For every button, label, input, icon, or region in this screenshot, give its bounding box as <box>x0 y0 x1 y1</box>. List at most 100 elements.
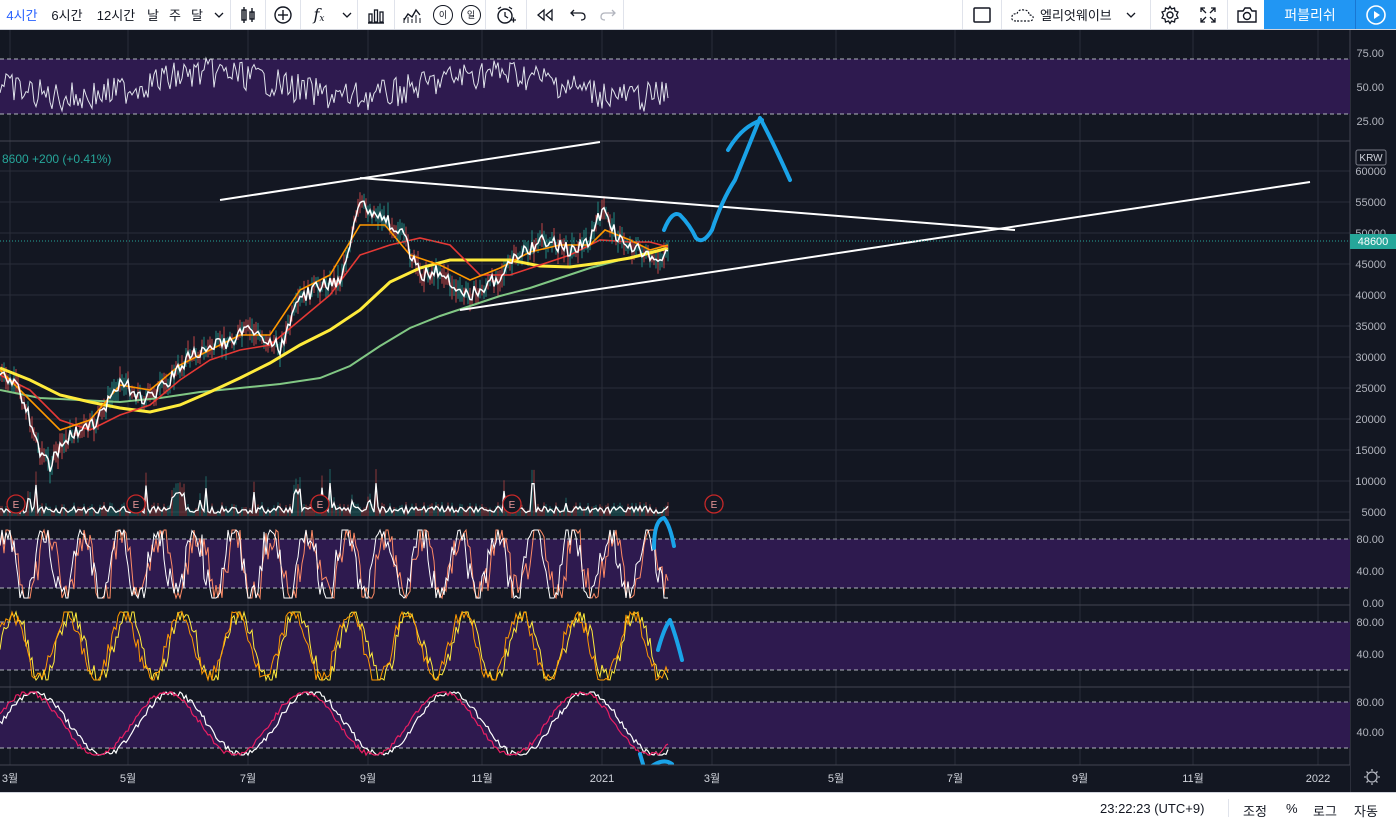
auto-toggle[interactable]: 자동 <box>1354 804 1378 819</box>
toolbar-divider <box>962 0 963 29</box>
chevron-down-icon[interactable] <box>208 0 230 29</box>
adjust-toggle[interactable]: 조정 <box>1243 804 1267 819</box>
add-circle-icon[interactable] <box>266 0 300 29</box>
timeframe-day[interactable]: 날 <box>147 8 159 23</box>
drawn-mark-stoch2 <box>656 618 684 662</box>
price-axis-label: 5000 <box>1362 507 1386 519</box>
price-axis-label: 20000 <box>1355 414 1386 426</box>
rsi-axis-label: 50.00 <box>1356 82 1384 94</box>
earnings-marker[interactable] <box>704 494 724 514</box>
stoch3-d-line <box>0 691 669 757</box>
price-axis-label: 35000 <box>1355 321 1386 333</box>
price-axis-label: 60000 <box>1355 166 1386 178</box>
toolbar-divider <box>394 0 395 29</box>
trendline-support[interactable] <box>459 181 1311 311</box>
time-axis-label: 9월 <box>1072 772 1088 785</box>
stoch2-axis-label: 80.00 <box>1356 617 1384 629</box>
panel-separators <box>0 30 1351 792</box>
time-axis-label: 2021 <box>590 773 614 785</box>
stoch2-d-line <box>0 610 669 682</box>
ma-orange-line <box>0 224 669 431</box>
toolbar-divider <box>623 0 624 29</box>
currency-button-a[interactable]: 이 <box>429 0 457 29</box>
timeframe-4h[interactable]: 4시간 <box>6 8 38 23</box>
drawn-mark-stoch1 <box>652 516 676 550</box>
earnings-marker[interactable] <box>502 494 522 514</box>
replay-icon[interactable] <box>527 0 563 29</box>
timeframe-week[interactable]: 주 <box>169 8 181 23</box>
volume-ma-line <box>0 483 669 515</box>
bottom-bar: 23:22:23 (UTC+9) 조정 % 로그 자동 <box>0 792 1396 823</box>
price-axis-label: 40000 <box>1355 290 1386 302</box>
rsi-axis-label: 75.00 <box>1356 48 1384 60</box>
toolbar-divider <box>300 0 301 29</box>
stoch3-axis-label: 40.00 <box>1356 727 1384 739</box>
chart-area[interactable]: E E E E E 8600 +200 (+0.41%) 75.00 50.00 25.00… <box>0 30 1396 792</box>
trendlines[interactable] <box>219 141 1311 311</box>
redo-icon[interactable] <box>593 0 623 29</box>
currency-button-a-label: 이 <box>433 4 453 25</box>
ma-yellow-line <box>0 246 669 414</box>
price-axis[interactable] <box>1351 30 1396 792</box>
settings-icon[interactable] <box>1151 0 1189 29</box>
stoch2-axis-label: 40.00 <box>1356 649 1384 661</box>
ma-green-line <box>0 247 669 404</box>
stoch1-d-line <box>0 528 668 600</box>
clock-text[interactable]: 23:22:23 (UTC+9) <box>1100 801 1205 816</box>
bar-chart-icon[interactable] <box>358 0 394 29</box>
earnings-marker[interactable] <box>310 494 330 514</box>
earnings-marker-label: E <box>133 500 140 511</box>
alert-clock-icon[interactable] <box>486 0 526 29</box>
rsi-line <box>0 56 669 113</box>
line-chart-icon[interactable] <box>395 0 429 29</box>
play-button[interactable] <box>1355 0 1396 29</box>
ma-red-line <box>0 237 669 431</box>
currency-tag[interactable] <box>1355 149 1387 166</box>
price-axis-label: 25000 <box>1355 383 1386 395</box>
time-axis-settings-icon[interactable] <box>1364 769 1380 785</box>
trendline-upper-channel[interactable] <box>219 141 601 201</box>
time-axis-label: 9월 <box>360 772 376 785</box>
time-axis[interactable] <box>0 765 1350 792</box>
earnings-marker-label: E <box>13 500 20 511</box>
trendline-resistance[interactable] <box>359 177 1016 231</box>
candles-icon[interactable] <box>231 0 265 29</box>
timeframe-month[interactable]: 달 <box>191 8 203 23</box>
chevron-down-icon <box>1126 12 1136 18</box>
drawn-arrow-head <box>726 118 764 152</box>
log-toggle[interactable]: 로그 <box>1313 804 1337 819</box>
earnings-marker-label: E <box>711 500 718 511</box>
stoch1-axis-label: 40.00 <box>1356 566 1384 578</box>
earnings-marker[interactable] <box>6 494 26 514</box>
drawn-wave-arrow <box>662 116 792 243</box>
time-axis-label: 11월 <box>471 772 493 785</box>
undo-icon[interactable] <box>563 0 593 29</box>
currency-button-b[interactable]: 일 <box>457 0 485 29</box>
time-axis-label: 3월 <box>704 772 720 785</box>
time-axis-label: 7월 <box>947 772 963 785</box>
fullscreen-icon[interactable] <box>1189 0 1227 29</box>
stoch1-axis-label: 0.00 <box>1363 598 1384 610</box>
elliott-wave-dropdown[interactable]: 엘리엇웨이브 <box>1002 0 1150 29</box>
stoch3-k-line <box>0 690 669 757</box>
rsi-band <box>0 59 1350 114</box>
earnings-marker[interactable] <box>126 494 146 514</box>
price-close-line <box>0 200 669 472</box>
time-axis-labels: 3월 5월 7월 9월 11월 2021 3월 5월 7월 9월 11월 2022 <box>2 772 1330 785</box>
horizontal-gridlines <box>0 170 1350 513</box>
chevron-down-icon[interactable] <box>337 0 357 29</box>
timeframe-6h[interactable]: 6시간 <box>51 8 83 23</box>
stoch1-axis-label: 80.00 <box>1356 534 1384 546</box>
chart-canvas[interactable]: E E E E E 8600 +200 (+0.41%) 75.00 50.00 25.00… <box>0 30 1396 792</box>
percent-toggle[interactable]: % <box>1286 801 1298 816</box>
elliott-label: 엘리엇웨이브 <box>1040 8 1112 23</box>
rectangle-icon[interactable] <box>963 0 1001 29</box>
camera-icon[interactable] <box>1228 0 1266 29</box>
timeframe-12h[interactable]: 12시간 <box>96 8 136 23</box>
band-dashed-lines <box>0 58 1350 749</box>
time-axis-label: 5월 <box>120 772 136 785</box>
publish-button[interactable]: 퍼블리쉬 <box>1264 0 1356 29</box>
